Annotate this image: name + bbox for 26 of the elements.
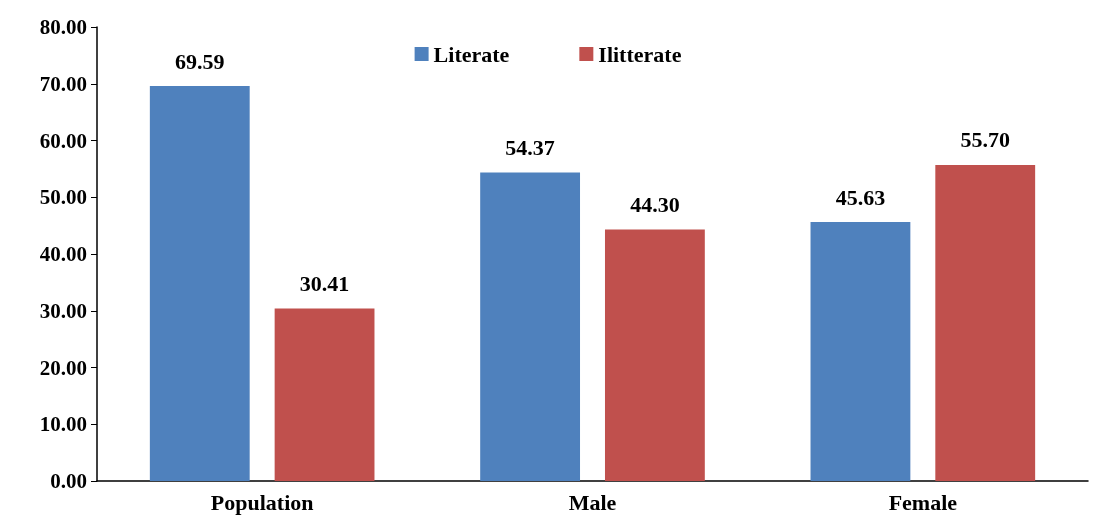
y-tick-label: 60.00 (39, 128, 87, 153)
bar (935, 164, 1036, 481)
bar (810, 222, 911, 481)
data-label: 45.63 (835, 184, 886, 210)
y-tick-label: 20.00 (39, 355, 87, 380)
y-tick-label: 70.00 (39, 71, 87, 96)
legend-label: Literate (433, 41, 510, 67)
x-tick-label: Female (888, 489, 958, 515)
y-tick-label: 50.00 (39, 185, 87, 210)
y-tick-label: 80.00 (39, 15, 87, 39)
bar (149, 86, 250, 481)
x-tick-label: Population (210, 489, 314, 515)
bar (480, 172, 581, 481)
data-label: 30.41 (299, 270, 350, 296)
bar (604, 229, 705, 481)
legend-label: Ilitterate (598, 41, 682, 67)
x-tick-label: Male (568, 489, 617, 515)
data-label: 69.59 (175, 48, 225, 74)
data-label: 55.70 (960, 127, 1010, 153)
data-label: 44.30 (630, 192, 680, 218)
bar (274, 308, 375, 481)
y-tick-label: 0.00 (50, 469, 87, 493)
y-tick-label: 40.00 (39, 242, 87, 266)
y-tick-label: 30.00 (39, 298, 87, 323)
y-tick-label: 10.00 (39, 412, 87, 437)
data-label: 54.37 (505, 134, 555, 160)
